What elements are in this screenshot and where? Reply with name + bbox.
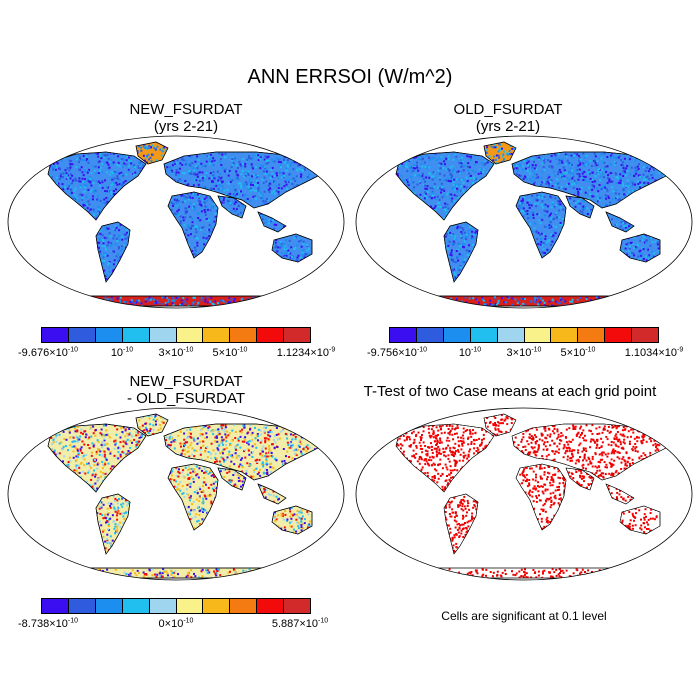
panel-title-old: OLD_FSURDAT (yrs 2-21) <box>348 101 668 135</box>
colorbar-swatch <box>42 599 69 613</box>
colorbar-swatch <box>257 599 285 613</box>
colorbar-swatch <box>497 328 525 342</box>
colorbar-swatch <box>176 599 204 613</box>
colorbar-swatch <box>68 328 96 342</box>
colorbar-swatch <box>203 328 231 342</box>
colorbar-swatch <box>632 328 659 342</box>
colorbar-swatch <box>42 328 69 342</box>
panel-old-subtitle: (yrs 2-21) <box>475 118 541 135</box>
map-frame <box>7 135 345 309</box>
panel-ttest-title: T-Test of two Case means at each grid po… <box>363 383 657 400</box>
colorbar-swatch <box>390 328 417 342</box>
map-frame <box>355 135 693 309</box>
tick-old-1: 10-10 <box>458 346 482 359</box>
colorbar-swatch <box>416 328 444 342</box>
map-frame <box>7 407 345 581</box>
colorbar-swatch <box>95 328 123 342</box>
colorbar-swatch <box>470 328 498 342</box>
map-diff <box>7 407 345 581</box>
colorbar-old <box>389 327 659 343</box>
tick-diff-2: 5.887×10-10 <box>271 617 329 630</box>
tick-new-0: -9.676×10-10 <box>18 346 78 359</box>
colorbar-swatch <box>149 599 177 613</box>
panel-diff-subtitle: - OLD_FSURDAT <box>126 390 246 407</box>
colorbar-swatch <box>284 328 311 342</box>
tick-new-3: 5×10-10 <box>212 346 248 359</box>
landmass-north-america <box>47 151 147 221</box>
panel-new-title: NEW_FSURDAT <box>129 101 243 118</box>
colorbar-swatch <box>284 599 311 613</box>
colorbar-swatch <box>578 328 606 342</box>
colorbar-swatch <box>230 599 258 613</box>
colorbar-swatch <box>176 328 204 342</box>
colorbar-swatch <box>605 328 633 342</box>
tick-old-2: 3×10-10 <box>506 346 542 359</box>
landmass-antarctica <box>45 567 307 579</box>
colorbar-swatch <box>443 328 471 342</box>
panel-title-diff: NEW_FSURDAT - OLD_FSURDAT <box>26 373 346 407</box>
panel-diff-title: NEW_FSURDAT <box>129 373 243 390</box>
map-ttest <box>355 407 693 581</box>
panel-new-subtitle: (yrs 2-21) <box>153 118 219 135</box>
tick-old-0: -9.756×10-10 <box>367 346 427 359</box>
panel-title-new: NEW_FSURDAT (yrs 2-21) <box>26 101 346 135</box>
map-new <box>7 135 345 309</box>
figure-title: ANN ERRSOI (W/m^2) <box>247 66 453 88</box>
colorbar-swatch <box>257 328 285 342</box>
colorbar-swatch <box>122 599 150 613</box>
significance-note: Cells are significant at 0.1 level <box>441 609 607 623</box>
tick-diff-0: -8.738×10-10 <box>18 617 78 630</box>
colorbar-swatch <box>551 328 579 342</box>
tick-new-4: 1.1234×10-9 <box>276 346 336 359</box>
colorbar-swatch <box>524 328 552 342</box>
landmass-africa <box>515 463 567 531</box>
map-frame <box>355 407 693 581</box>
map-old <box>355 135 693 309</box>
colorbar-swatch <box>95 599 123 613</box>
colorbar-swatch <box>68 599 96 613</box>
colorbar-swatch <box>149 328 177 342</box>
colorbar-swatch <box>230 328 258 342</box>
tick-old-3: 5×10-10 <box>560 346 596 359</box>
tick-old-4: 1.1034×10-9 <box>624 346 684 359</box>
colorbar-diff <box>41 598 311 614</box>
tick-new-1: 10-10 <box>110 346 134 359</box>
colorbar-swatch <box>122 328 150 342</box>
panel-old-title: OLD_FSURDAT <box>453 101 563 118</box>
colorbar-new <box>41 327 311 343</box>
colorbar-swatch <box>203 599 231 613</box>
tick-diff-1: 0×10-10 <box>158 617 194 630</box>
tick-new-2: 3×10-10 <box>158 346 194 359</box>
